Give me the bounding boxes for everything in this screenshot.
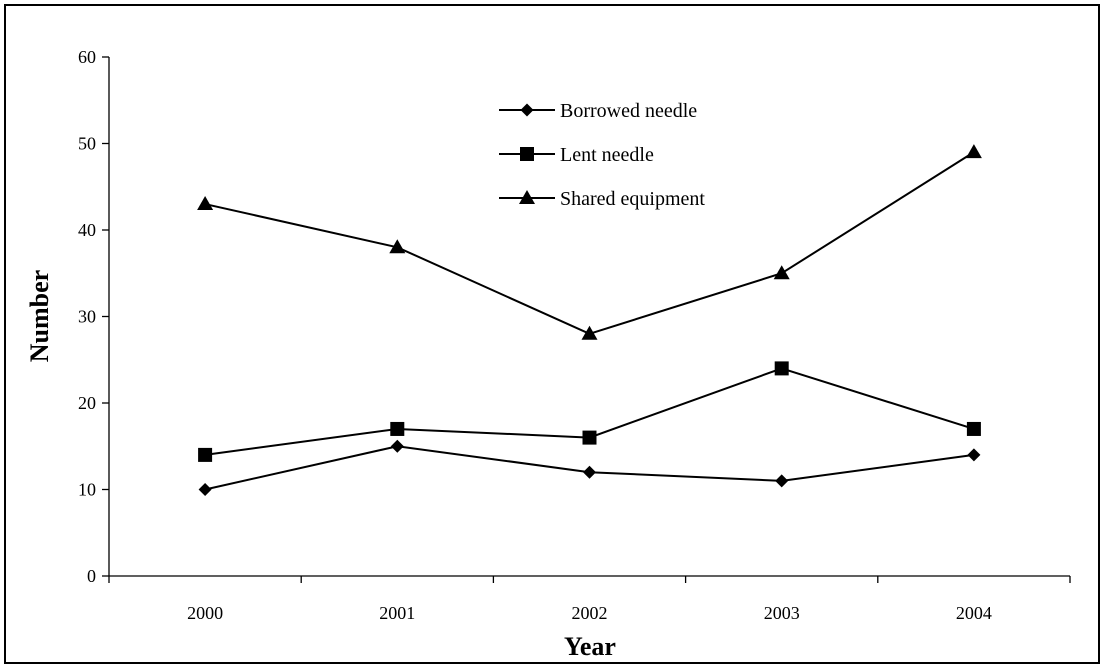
- x-tick-label: 2000: [187, 603, 223, 623]
- data-point-borrowed-needle: [967, 448, 981, 462]
- data-point-shared-equipment: [197, 196, 214, 211]
- x-axis-label: Year: [564, 632, 616, 661]
- legend-label: Borrowed needle: [560, 100, 697, 122]
- legend-marker: [520, 103, 534, 117]
- series-borrowed-needle: [198, 439, 981, 496]
- data-point-borrowed-needle: [198, 483, 212, 496]
- data-point-lent-needle: [582, 430, 597, 445]
- data-point-shared-equipment: [773, 265, 790, 280]
- x-tick-label: 2004: [956, 603, 992, 623]
- y-axis-label: Number: [25, 270, 54, 362]
- y-tick-label: 50: [78, 134, 96, 154]
- axes: 0 10 20 30 40 50 60 2000 2001 2002 2003 2004: [78, 47, 1071, 623]
- y-tick-label: 20: [78, 393, 96, 413]
- data-point-borrowed-needle: [390, 439, 404, 453]
- series-shared-equipment: [197, 144, 982, 340]
- legend: Borrowed needle Lent needle Shared equipme…: [499, 100, 705, 210]
- x-tick-label: 2002: [572, 603, 608, 623]
- data-point-borrowed-needle: [775, 474, 789, 488]
- data-point-lent-needle: [774, 361, 789, 376]
- legend-item-shared-equipment: Shared equipment: [499, 188, 705, 210]
- legend-label: Lent needle: [560, 144, 654, 166]
- data-point-lent-needle: [966, 421, 981, 436]
- data-point-shared-equipment: [389, 239, 406, 254]
- legend-item-borrowed-needle: Borrowed needle: [499, 100, 697, 122]
- series-layer: [197, 144, 982, 496]
- series-line-shared-equipment: [204, 151, 975, 335]
- legend-marker: [520, 147, 534, 161]
- y-tick-label: 30: [78, 307, 96, 327]
- data-point-lent-needle: [390, 421, 405, 436]
- x-tick-label: 2003: [764, 603, 800, 623]
- y-tick-label: 40: [78, 220, 96, 240]
- y-tick-label: 60: [78, 47, 96, 67]
- data-point-borrowed-needle: [583, 465, 596, 479]
- legend-item-lent-needle: Lent needle: [499, 144, 654, 166]
- chart-frame: [4, 4, 1100, 664]
- x-tick-label: 2001: [379, 603, 415, 623]
- legend-marker: [519, 190, 535, 204]
- data-point-shared-equipment: [581, 325, 598, 340]
- legend-label: Shared equipment: [560, 188, 705, 210]
- series-lent-needle: [198, 361, 981, 462]
- y-tick-label: 0: [87, 566, 96, 586]
- data-point-shared-equipment: [965, 144, 982, 159]
- y-tick-label: 10: [78, 480, 96, 500]
- data-point-lent-needle: [198, 447, 213, 462]
